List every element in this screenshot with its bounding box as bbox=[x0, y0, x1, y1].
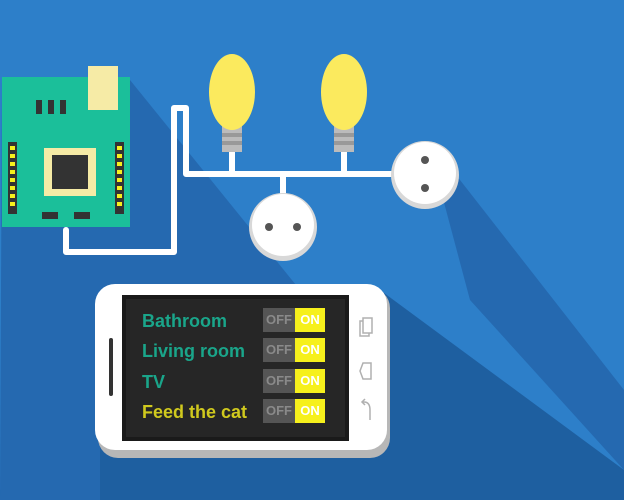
room-label: Bathroom bbox=[142, 311, 227, 331]
on-button[interactable]: ON bbox=[295, 308, 325, 332]
list-item: Living room OFF ON bbox=[126, 338, 345, 364]
toggle-switch[interactable]: OFF ON bbox=[263, 308, 325, 332]
wires bbox=[63, 105, 403, 255]
list-item: Bathroom OFF ON bbox=[126, 308, 345, 334]
list-item: Feed the cat OFF ON bbox=[126, 399, 345, 425]
room-label: Living room bbox=[142, 341, 245, 361]
toggle-switch[interactable]: OFF ON bbox=[263, 399, 325, 423]
toggle-switch[interactable]: OFF ON bbox=[263, 369, 325, 393]
bulb-left bbox=[209, 54, 255, 152]
home-icon[interactable] bbox=[359, 362, 372, 380]
socket-right bbox=[391, 141, 459, 209]
off-button[interactable]: OFF bbox=[263, 308, 295, 332]
socket-bottom bbox=[249, 193, 317, 261]
back-icon[interactable] bbox=[360, 398, 371, 420]
off-button[interactable]: OFF bbox=[263, 399, 295, 423]
room-label: Feed the cat bbox=[142, 402, 248, 422]
phone-screen: Bathroom OFF ON Living room OFF ON TV OF… bbox=[126, 299, 345, 437]
list-item: TV OFF ON bbox=[126, 369, 345, 395]
on-button[interactable]: ON bbox=[295, 399, 325, 423]
recent-apps-icon[interactable] bbox=[359, 317, 373, 337]
off-button[interactable]: OFF bbox=[263, 338, 295, 362]
on-button[interactable]: ON bbox=[295, 338, 325, 362]
socket-shadow bbox=[430, 150, 624, 470]
on-button[interactable]: ON bbox=[295, 369, 325, 393]
room-label: TV bbox=[142, 372, 166, 392]
bulb-right bbox=[321, 54, 367, 152]
toggle-switch[interactable]: OFF ON bbox=[263, 338, 325, 362]
speaker-slot bbox=[109, 338, 113, 396]
microcontroller-board bbox=[2, 66, 130, 227]
off-button[interactable]: OFF bbox=[263, 369, 295, 393]
